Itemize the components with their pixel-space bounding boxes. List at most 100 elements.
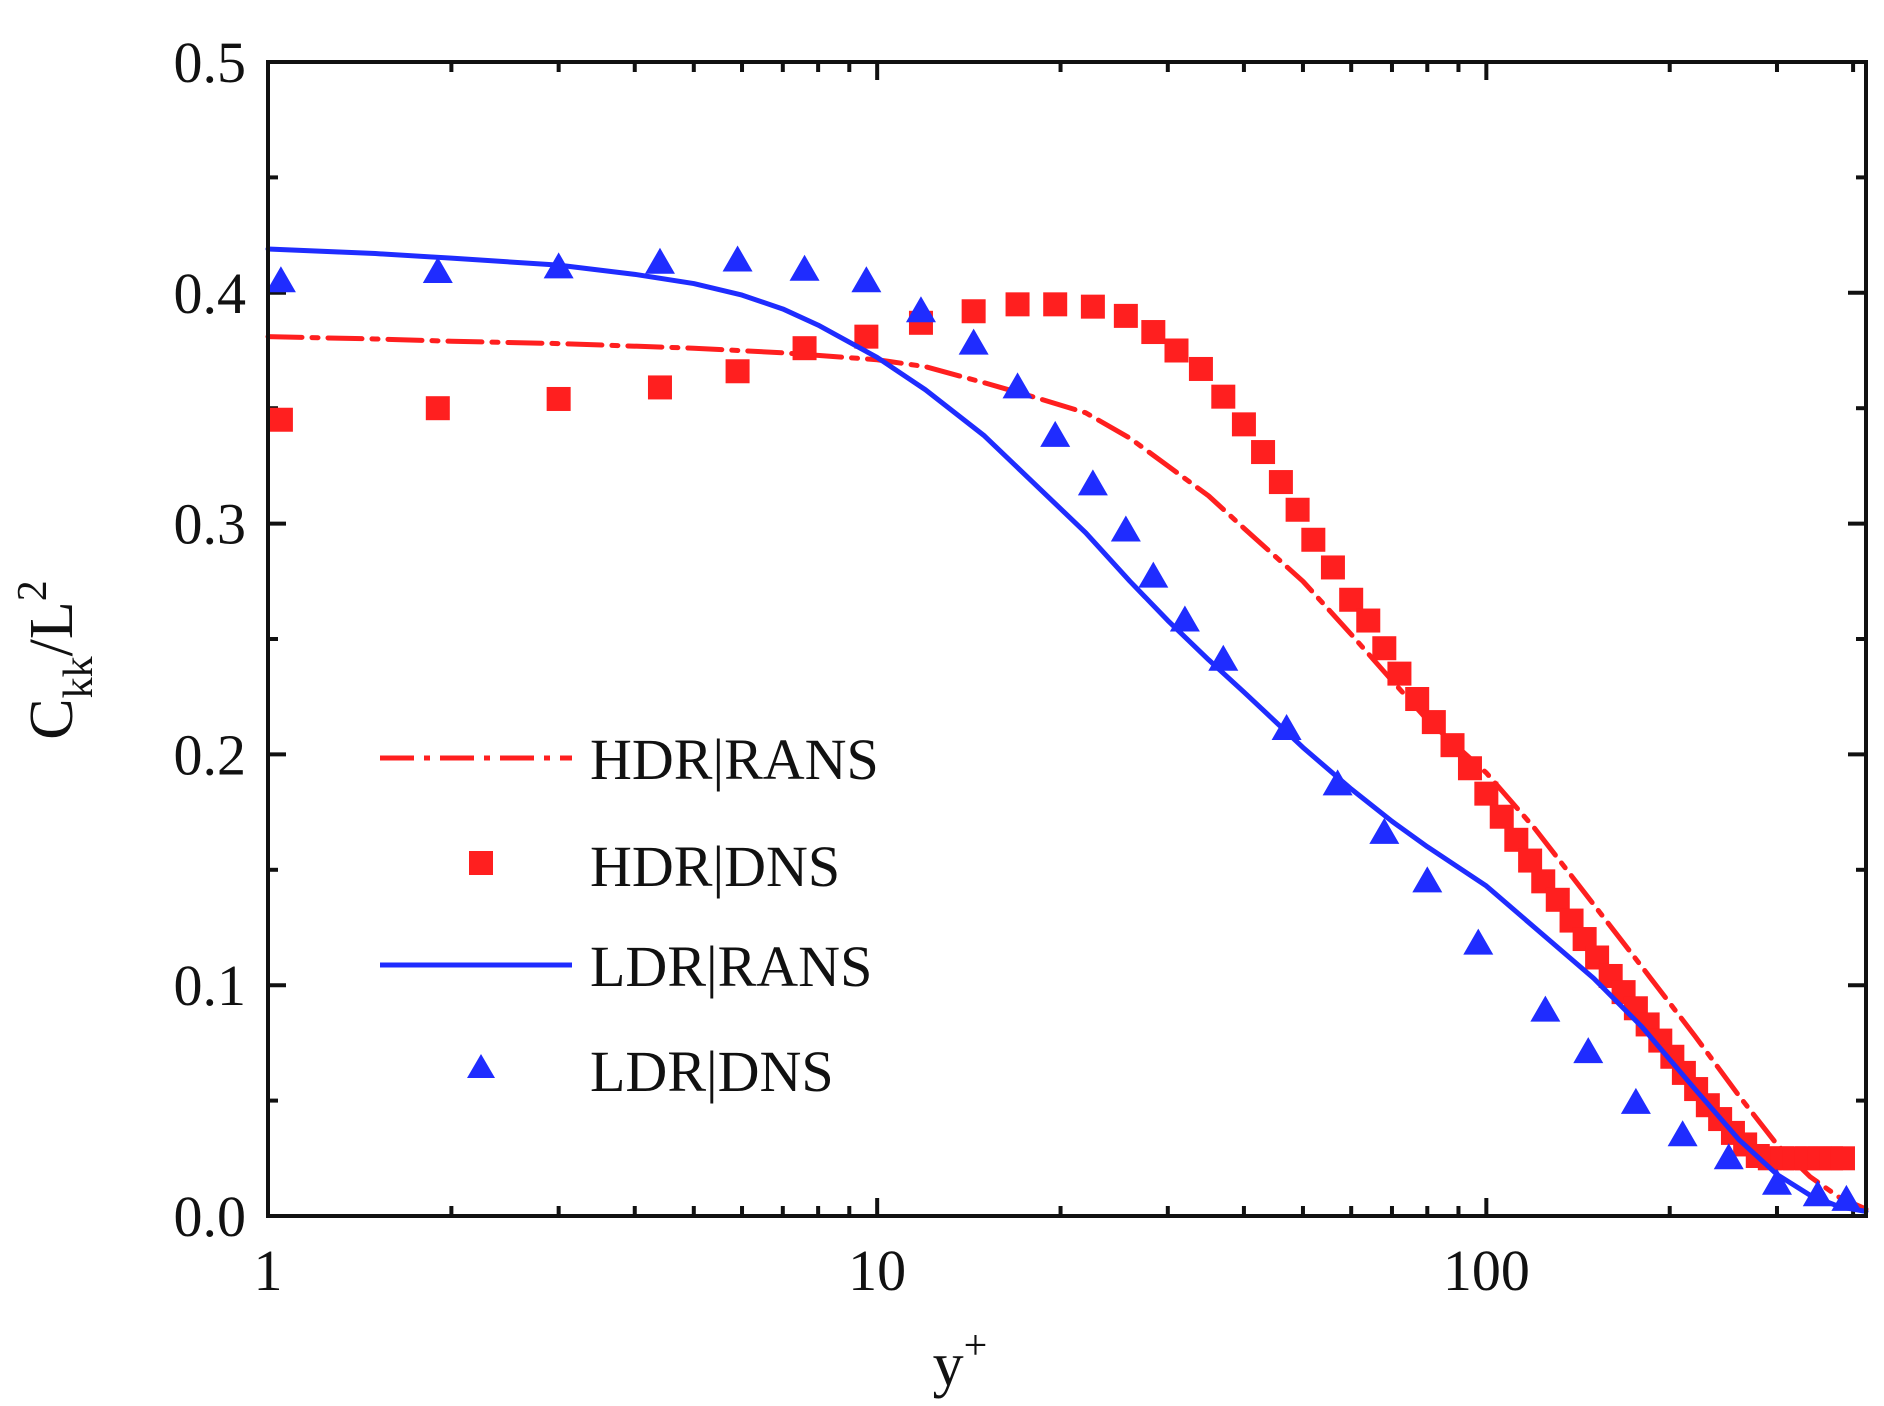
y-tick-label: 0.5 [174,30,247,95]
hdr-dns-point [1518,848,1543,873]
hdr-dns-point [1457,756,1482,781]
x-tick-label: 10 [848,1238,906,1303]
hdr-dns-point [647,375,672,400]
y-tick-label: 0.4 [174,261,247,326]
hdr-dns-point [1188,356,1213,381]
ldr-dns-point [644,247,675,274]
hdr-dns-point [1421,710,1446,735]
ldr-dns-point [1110,515,1141,542]
ldr-dns-point [1802,1180,1833,1207]
hdr-dns-point [1356,608,1381,633]
ldr-dns-point [422,257,453,284]
hdr-dns-point [1440,733,1465,758]
y-tick-label: 0.2 [174,722,247,787]
ldr-dns-point [1620,1087,1651,1114]
y-axis-title-sup: 2 [10,580,56,601]
series-line-hdr-rans [265,334,1869,1212]
legend: HDR|RANS HDR|DNS LDR|RANS LDR|DNS [380,727,879,1104]
ldr-dns-point [1040,420,1071,447]
hdr-dns-point [425,396,450,421]
plot-frame [266,60,1868,1218]
tick-labels-group: 0.0 0.1 0.2 0.3 0.4 0.5 1 10 100 [174,30,1530,1303]
ldr-dns-point [1412,866,1443,893]
hdr-dns-point [1301,527,1326,552]
ldr-dns-point [1208,644,1239,671]
ldr-dns-point [958,328,989,355]
x-axis-title-sup: + [964,1323,988,1369]
ldr-dns-point [1369,817,1400,844]
x-tick-label: 100 [1443,1238,1530,1303]
y-tick-label: 0.1 [174,953,247,1018]
hdr-dns-point [725,359,750,384]
hdr-dns-point [1285,497,1310,522]
y-axis-title-tail: /L [18,601,86,656]
hdr-dns-point [268,407,293,432]
legend-marker-hdr-dns [469,851,493,875]
legend-entry-ldr-rans: LDR|RANS [380,934,872,999]
series-group [265,245,1869,1214]
ldr-dns-point [722,245,753,272]
ldr-dns-point [1169,605,1200,632]
y-axis-title-main: C [18,698,86,739]
ldr-dns-point [1831,1184,1862,1211]
y-tick-label: 0.3 [174,492,247,557]
hdr-dns-point [792,336,817,361]
legend-marker-ldr-dns [467,1054,495,1078]
hdr-dns-point [1372,636,1397,661]
hdr-dns-point [1080,294,1105,319]
hdr-dns-point [1113,303,1138,328]
hdr-dns-point [1231,412,1256,437]
hdr-dns-point [1005,292,1030,317]
legend-label-hdr-rans: HDR|RANS [590,727,879,792]
hdr-dns-point [1387,661,1412,686]
hdr-dns-point [961,299,986,324]
ldr-dns-point [1077,469,1108,496]
ldr-dns-point [851,266,882,293]
hdr-dns-point [1211,384,1236,409]
y-axis-title: Ckk/L2 [10,580,102,739]
ldr-dns-point [789,254,820,281]
ldr-dns-point [1002,372,1033,399]
hdr-dns-point [1545,887,1570,912]
hdr-dns-point [1474,781,1499,806]
x-tick-label: 1 [254,1238,283,1303]
hdr-dns-point [546,386,571,411]
ldr-dns-point [1138,561,1169,588]
hdr-dns-point [1504,827,1529,852]
legend-entry-hdr-rans: HDR|RANS [380,727,879,792]
hdr-dns-point [1043,292,1068,317]
hdr-dns-point [1320,555,1345,580]
ldr-dns-point [1667,1120,1698,1147]
hdr-dns-point [1268,470,1293,495]
x-axis-title-main: y [933,1331,964,1399]
ldr-dns-point [1322,769,1353,796]
legend-entry-hdr-dns: HDR|DNS [469,834,840,899]
ldr-dns-point [905,296,936,323]
axis-titles: y+ Ckk/L2 [10,580,987,1399]
ldr-dns-point [265,266,296,293]
y-tick-label: 0.0 [174,1184,247,1249]
ldr-dns-point [543,252,574,279]
hdr-dns-point [1339,587,1364,612]
hdr-dns-point [1164,338,1189,363]
ldr-dns-point [1271,714,1302,741]
y-axis-title-sub: kk [56,656,102,698]
legend-label-hdr-dns: HDR|DNS [590,834,840,899]
ldr-dns-point [1761,1168,1792,1195]
hdr-dns-point [1489,804,1514,829]
ldr-dns-point [1713,1143,1744,1170]
hdr-dns-point [1141,320,1166,345]
hdr-dns-point [1251,440,1276,465]
legend-label-ldr-dns: LDR|DNS [590,1039,834,1104]
hdr-dns-point [1405,687,1430,712]
ldr-dns-point [1573,1037,1604,1064]
legend-label-ldr-rans: LDR|RANS [590,934,872,999]
ldr-dns-point [1463,928,1494,955]
ldr-dns-point [1530,995,1561,1022]
legend-entry-ldr-dns: LDR|DNS [467,1039,834,1104]
series-line-ldr-rans [265,246,1869,1214]
hdr-dns-point [1830,1146,1855,1171]
